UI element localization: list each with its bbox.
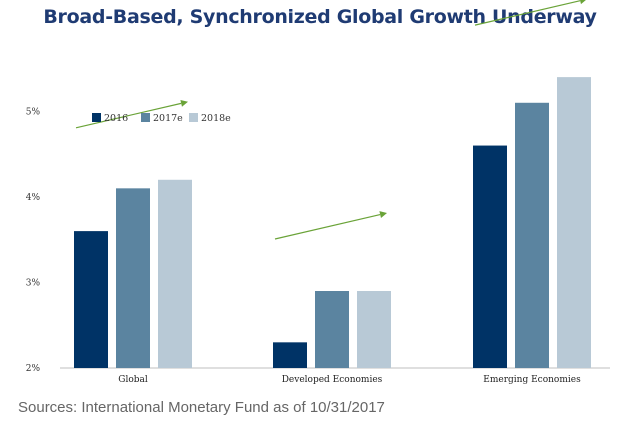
- y-tick-label: 2%: [26, 364, 41, 374]
- y-tick-label: 5%: [26, 107, 41, 117]
- trend-arrow-line: [274, 213, 381, 240]
- x-category-label: Emerging Economies: [483, 375, 581, 385]
- legend-label: 2017e: [153, 113, 183, 124]
- trend-arrow-line: [474, 0, 581, 26]
- bars-layer: [74, 77, 591, 369]
- bar: [515, 102, 549, 369]
- bar: [557, 77, 591, 368]
- category-labels: Global Developed Economies Emerging Econom…: [118, 375, 581, 385]
- legend-label: 2018e: [201, 113, 231, 124]
- y-axis-ticks: 2% 3% 4% 5%: [26, 107, 41, 374]
- bar: [158, 179, 192, 368]
- legend-swatch: [189, 113, 198, 122]
- bar: [357, 291, 391, 368]
- bar: [74, 231, 108, 368]
- x-category-label: Global: [118, 375, 148, 385]
- bar: [273, 342, 307, 368]
- trend-arrow-head: [580, 0, 586, 5]
- legend-swatch: [141, 113, 150, 122]
- x-category-label: Developed Economies: [282, 375, 383, 385]
- bar: [116, 188, 150, 368]
- source-note: Sources: International Monetary Fund as …: [18, 399, 385, 416]
- trend-arrow-line: [75, 102, 182, 129]
- legend: 2016 2017e 2018e: [92, 113, 231, 124]
- y-tick-label: 3%: [26, 278, 41, 288]
- trend-arrows-layer: [75, 0, 586, 240]
- bar: [315, 291, 349, 368]
- trend-arrow-head: [180, 99, 188, 107]
- y-tick-label: 4%: [26, 193, 41, 203]
- legend-label: 2016: [104, 113, 128, 124]
- chart-title: Broad-Based, Synchronized Global Growth …: [43, 6, 597, 28]
- bar: [473, 145, 507, 368]
- legend-swatch: [92, 113, 101, 122]
- trend-arrow-head: [379, 211, 387, 218]
